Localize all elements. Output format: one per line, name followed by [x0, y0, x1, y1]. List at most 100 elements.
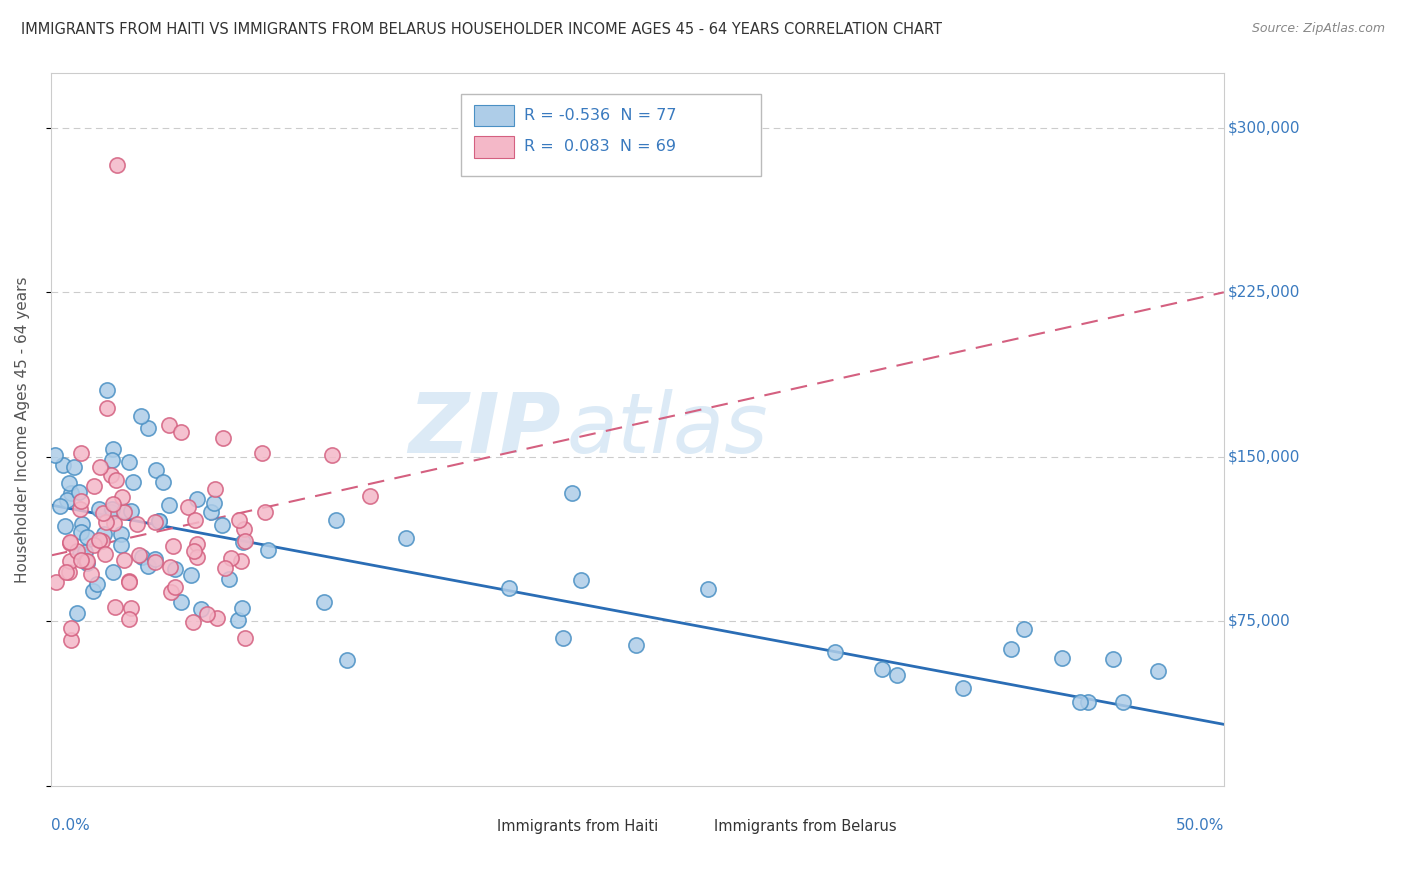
Point [136, 559, 159, 574]
Point [1069, 695, 1091, 709]
Point [100, 505, 122, 519]
Point [160, 584, 183, 599]
Point [80, 567, 103, 582]
Point [110, 526, 132, 541]
Point [229, 554, 252, 568]
Point [190, 602, 212, 616]
Point [157, 418, 180, 433]
FancyBboxPatch shape [470, 817, 494, 837]
Point [65, 606, 87, 620]
Point [58, 476, 80, 491]
Text: IMMIGRANTS FROM HAITI VS IMMIGRANTS FROM BELARUS HOUSEHOLDER INCOME AGES 45 - 64: IMMIGRANTS FROM HAITI VS IMMIGRANTS FROM… [21, 22, 942, 37]
Point [131, 549, 153, 564]
Point [111, 491, 134, 505]
Point [45, 574, 67, 589]
Point [219, 550, 242, 565]
Point [67, 484, 90, 499]
Point [186, 492, 208, 507]
FancyBboxPatch shape [474, 136, 515, 158]
Point [232, 535, 254, 549]
Point [75, 554, 97, 568]
Point [952, 681, 974, 695]
Point [59, 621, 82, 635]
Point [395, 531, 418, 545]
Text: atlas: atlas [567, 389, 769, 470]
Point [70, 516, 93, 531]
Point [325, 513, 347, 527]
Point [101, 497, 124, 511]
Point [55, 566, 77, 580]
Point [148, 514, 170, 528]
Text: Source: ZipAtlas.com: Source: ZipAtlas.com [1251, 22, 1385, 36]
Point [186, 537, 208, 551]
Point [226, 613, 249, 627]
Point [69, 502, 91, 516]
Point [105, 474, 128, 488]
Point [143, 515, 166, 529]
Point [152, 475, 174, 489]
Point [55, 492, 77, 507]
Point [211, 518, 233, 533]
Point [100, 467, 122, 482]
Point [76, 554, 98, 568]
Point [181, 615, 204, 629]
Point [129, 409, 152, 424]
Point [122, 475, 145, 489]
Point [69, 552, 91, 566]
Point [59, 536, 82, 550]
Point [63, 459, 86, 474]
Point [60, 486, 83, 500]
Text: Immigrants from Belarus: Immigrants from Belarus [714, 819, 896, 834]
Point [312, 594, 335, 608]
Point [231, 601, 253, 615]
Point [163, 580, 186, 594]
Point [204, 483, 226, 497]
Point [560, 485, 582, 500]
Point [87, 502, 110, 516]
Point [250, 446, 273, 460]
FancyBboxPatch shape [461, 95, 761, 177]
Point [94, 547, 117, 561]
Point [200, 505, 222, 519]
Point [257, 542, 280, 557]
Text: 50.0%: 50.0% [1175, 818, 1223, 833]
Point [94, 515, 117, 529]
Point [1112, 695, 1135, 709]
Point [83, 479, 105, 493]
Point [101, 442, 124, 456]
Point [183, 544, 205, 558]
Point [59, 534, 82, 549]
Point [136, 420, 159, 434]
Text: 0.0%: 0.0% [51, 818, 90, 833]
Point [104, 600, 127, 615]
Point [1012, 622, 1035, 636]
Point [696, 582, 718, 596]
Point [58, 565, 80, 579]
Point [553, 632, 575, 646]
Point [69, 547, 91, 561]
Point [112, 505, 135, 519]
Point [44, 449, 66, 463]
Point [202, 495, 225, 509]
Point [253, 505, 276, 519]
Point [118, 574, 141, 588]
Point [212, 431, 235, 445]
Point [233, 632, 256, 646]
Point [55, 518, 77, 533]
Point [170, 425, 193, 439]
Point [91, 533, 114, 548]
Point [93, 527, 115, 541]
Point [180, 568, 202, 582]
Point [60, 632, 83, 647]
Point [89, 459, 111, 474]
Point [143, 555, 166, 569]
Point [1050, 650, 1073, 665]
Point [52, 458, 75, 472]
Point [165, 561, 187, 575]
Text: $300,000: $300,000 [1227, 120, 1301, 136]
Text: $75,000: $75,000 [1227, 614, 1291, 629]
Point [114, 504, 136, 518]
Point [69, 446, 91, 460]
Point [1000, 641, 1022, 656]
Point [214, 561, 236, 575]
